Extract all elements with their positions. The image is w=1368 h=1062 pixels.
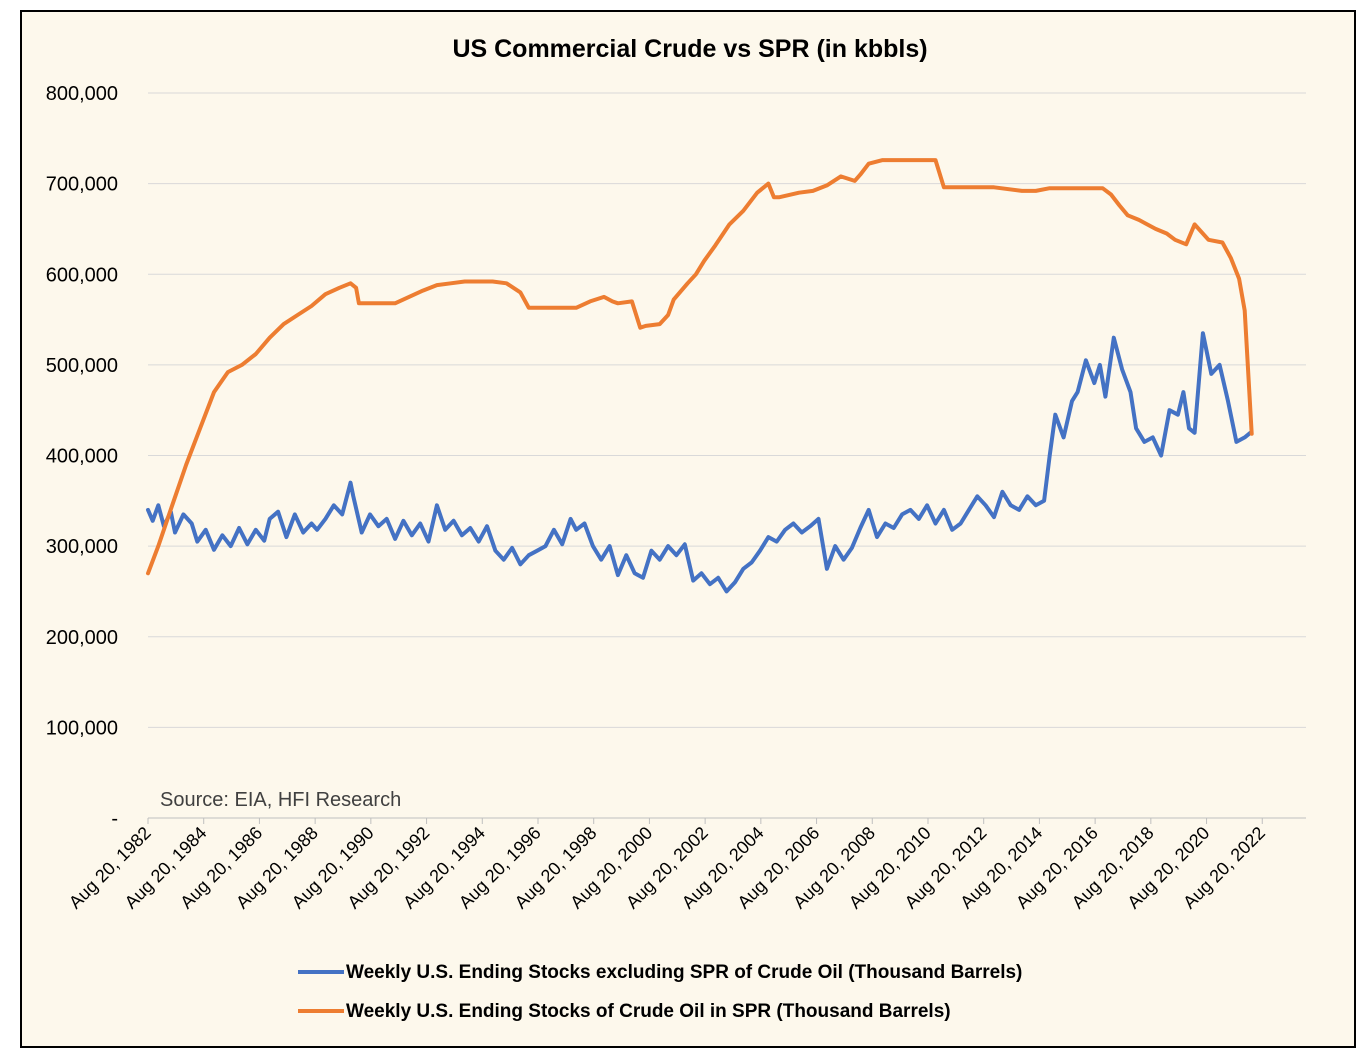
source-note: Source: EIA, HFI Research <box>160 789 401 811</box>
legend: Weekly U.S. Ending Stocks excluding SPR … <box>298 962 1022 1022</box>
y-tick-label: 500,000 <box>46 355 118 377</box>
commercial-crude-line <box>146 331 1253 594</box>
y-tick-label: 200,000 <box>46 627 118 649</box>
chart-frame: US Commercial Crude vs SPR (in kbbls) - 1… <box>20 10 1356 1048</box>
y-tick-label: 300,000 <box>46 536 118 558</box>
y-tick-label: 400,000 <box>46 446 118 468</box>
legend-label-commercial: Weekly U.S. Ending Stocks excluding SPR … <box>346 962 1022 983</box>
y-axis-tick-labels: - 100,000 200,000 300,000 400,000 500,000 600,… <box>46 83 118 830</box>
line-chart: US Commercial Crude vs SPR (in kbbls) - 1… <box>46 35 1306 1022</box>
chart-title: US Commercial Crude vs SPR (in kbbls) <box>452 35 927 63</box>
y-tick-label: - <box>111 808 118 830</box>
gridlines <box>148 92 1306 728</box>
series-lines <box>146 158 1254 594</box>
legend-label-spr: Weekly U.S. Ending Stocks of Crude Oil i… <box>346 1001 951 1022</box>
y-tick-label: 100,000 <box>46 717 118 739</box>
spr-line <box>146 158 1254 576</box>
y-tick-label: 600,000 <box>46 264 118 286</box>
y-tick-label: 700,000 <box>46 174 118 196</box>
y-tick-label: 800,000 <box>46 83 118 105</box>
